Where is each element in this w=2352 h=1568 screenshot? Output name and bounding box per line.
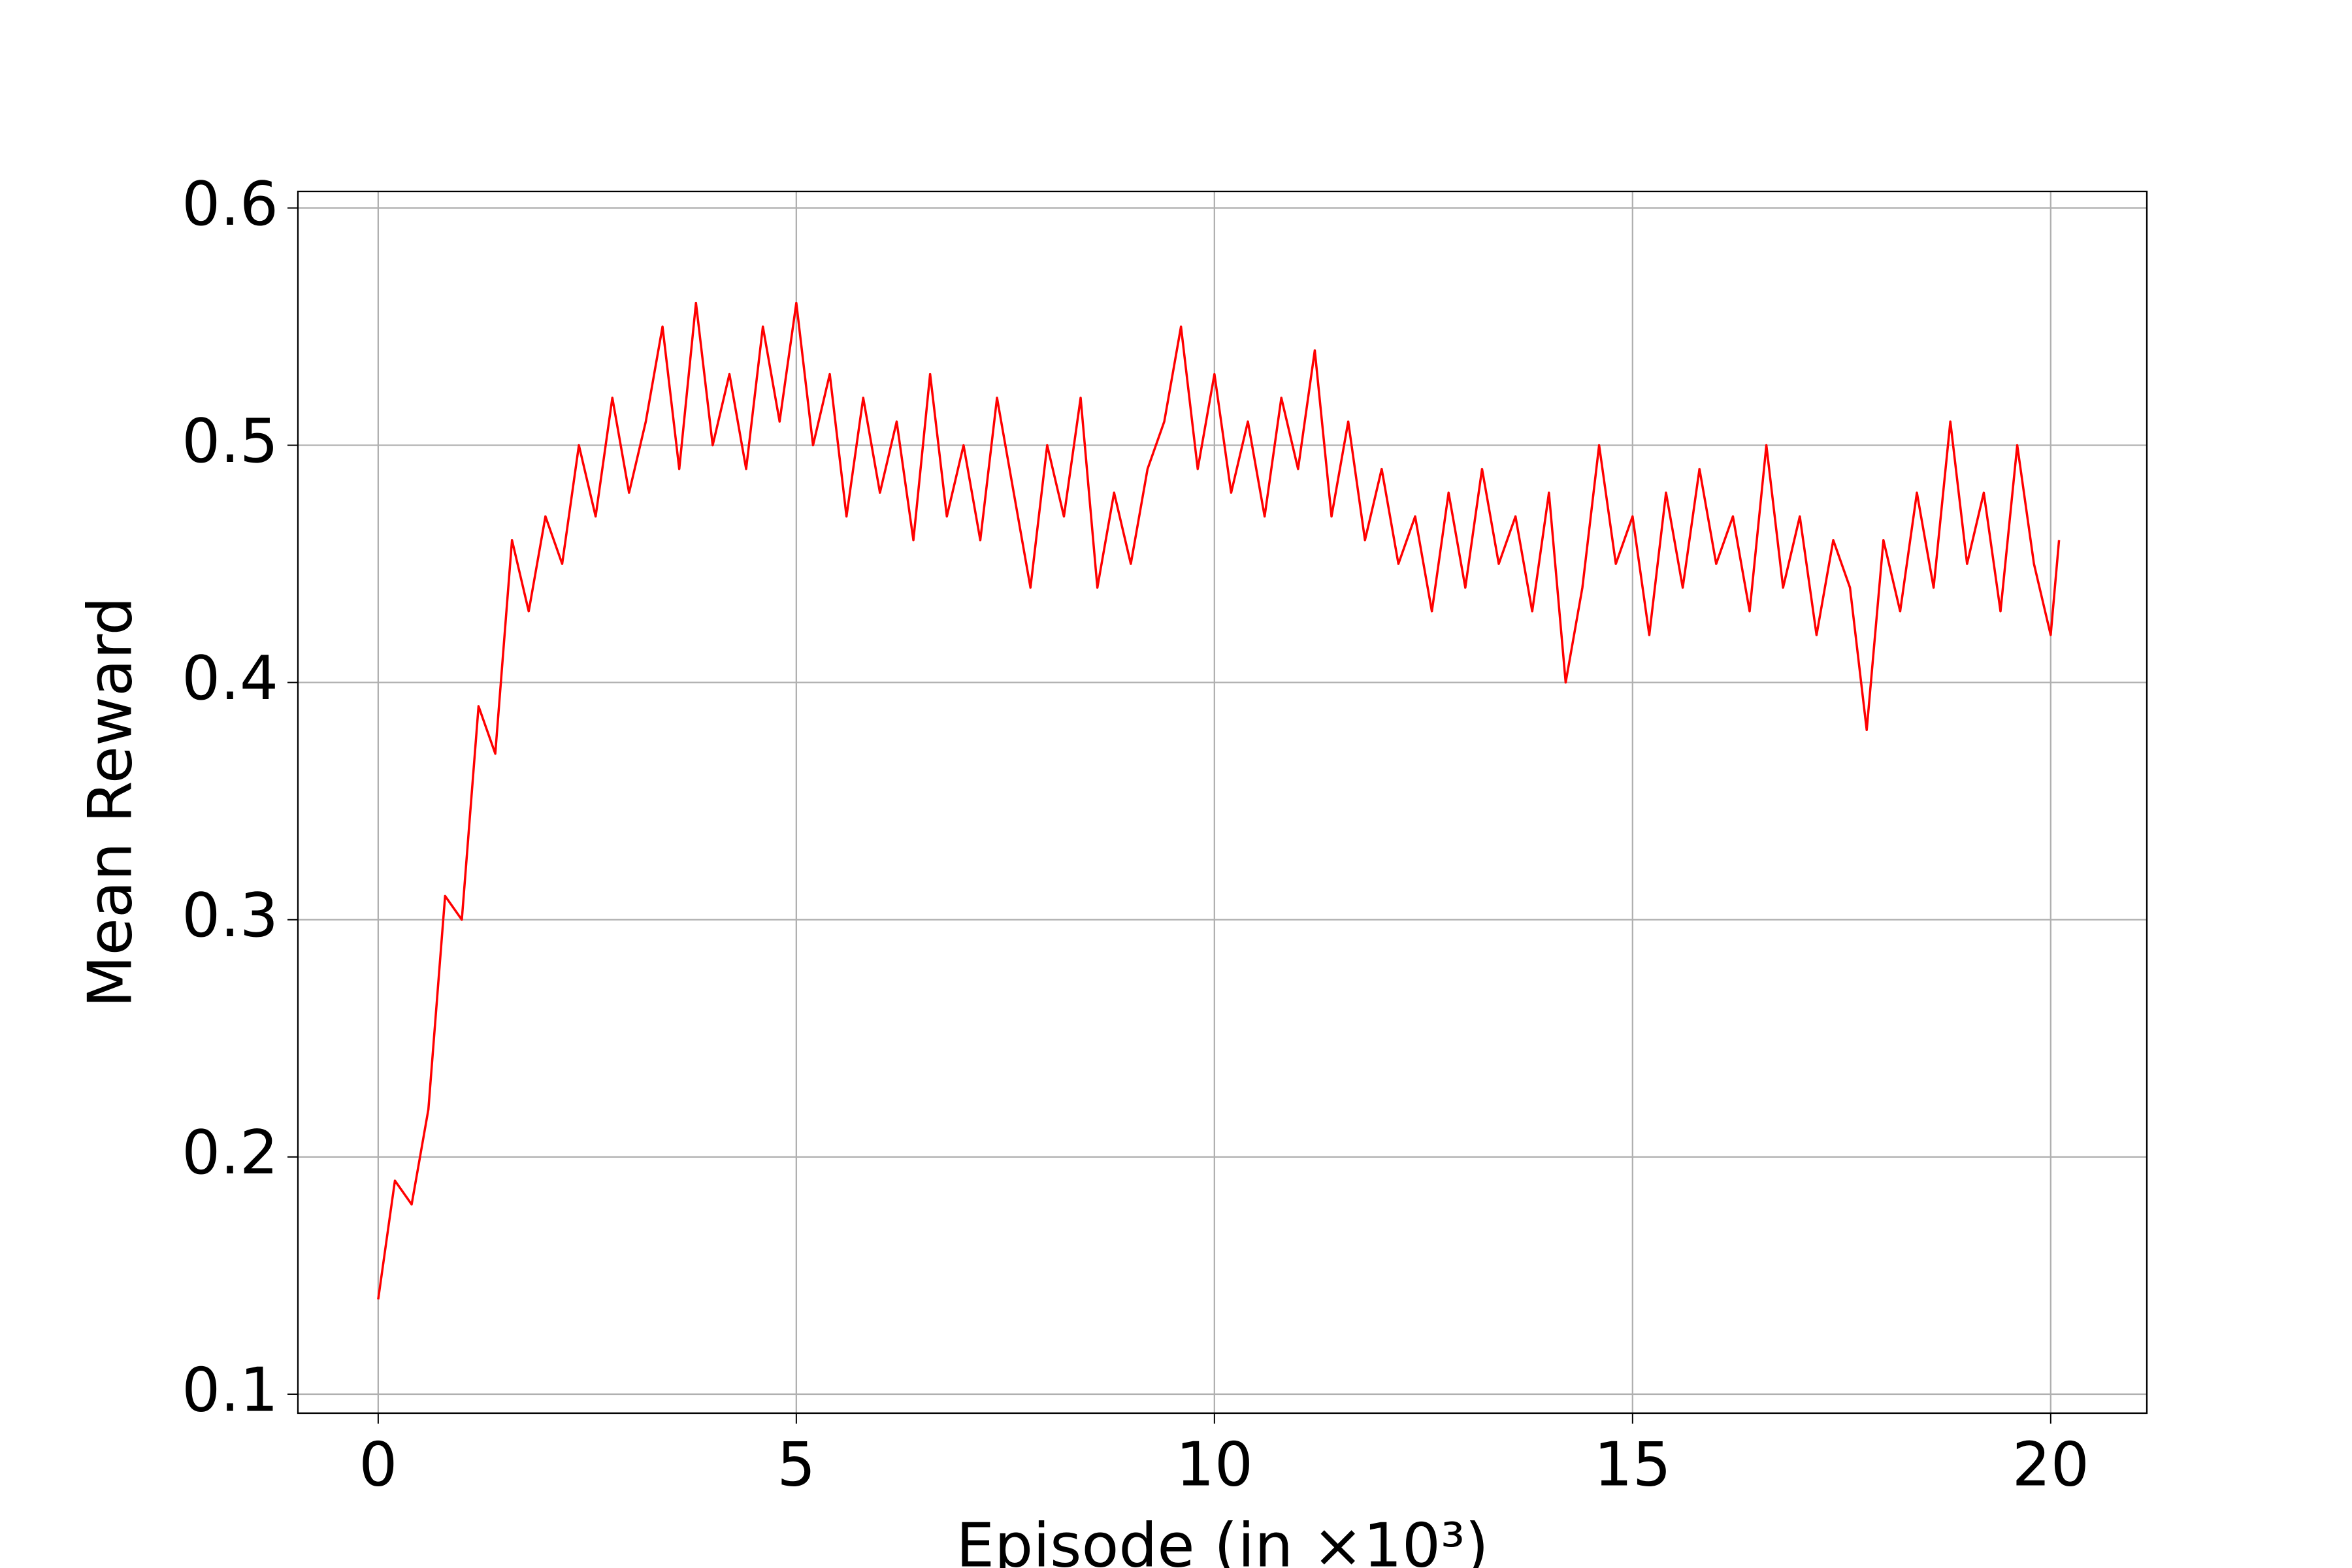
y-tick-label: 0.2: [182, 1117, 278, 1188]
y-tick-label: 0.6: [182, 169, 278, 239]
y-tick-label: 0.5: [182, 406, 278, 476]
x-tick-label: 0: [359, 1429, 397, 1499]
data-line: [377, 301, 2061, 1299]
y-tick-label: 0.1: [182, 1354, 278, 1425]
y-tick-label: 0.4: [182, 643, 278, 713]
x-tick-label: 20: [2012, 1429, 2089, 1499]
plot-frame: [297, 190, 2148, 1414]
x-tick-label: 10: [1176, 1429, 1253, 1499]
y-axis-label: Mean Reward: [74, 596, 145, 1007]
y-tick-label: 0.3: [182, 880, 278, 951]
x-tick-label: 5: [777, 1429, 815, 1499]
x-tick-label: 15: [1594, 1429, 1671, 1499]
x-axis-label: Episode (in ×10³): [956, 1510, 1488, 1568]
